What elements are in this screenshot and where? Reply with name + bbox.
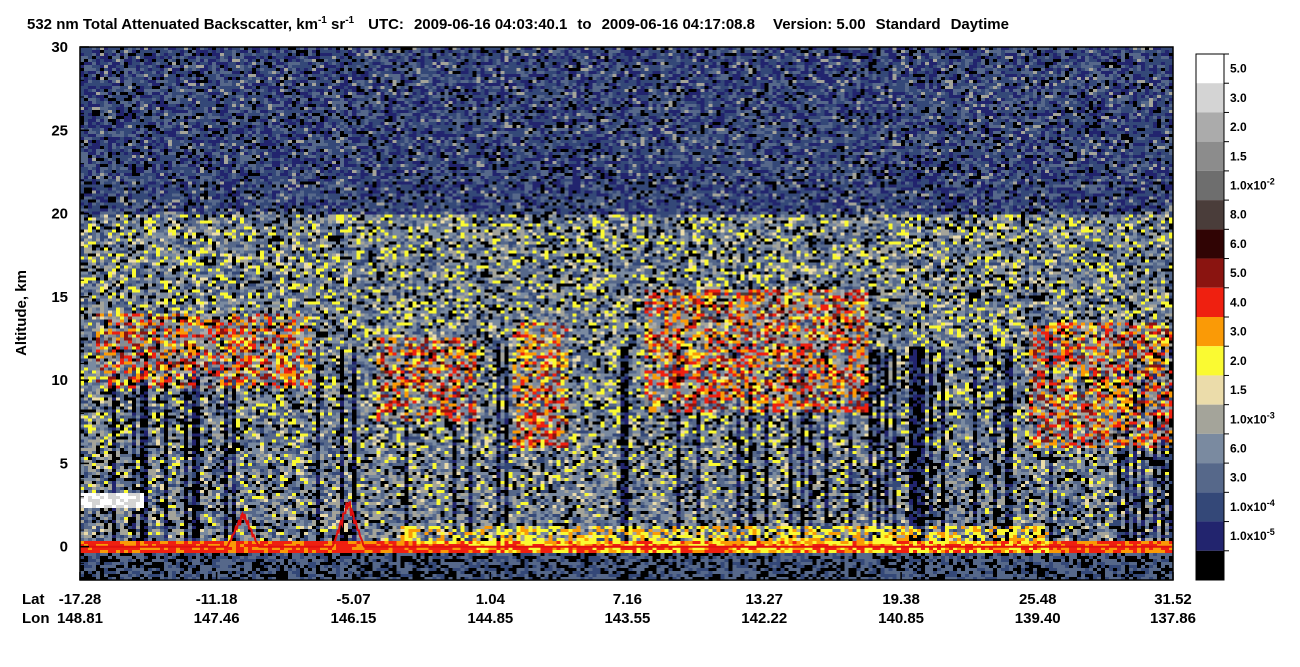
colorbar-label: 6.0 <box>1230 442 1247 456</box>
colorbar-swatch <box>1196 200 1224 230</box>
y-axis-label: Altitude, km <box>13 270 30 356</box>
colorbar-swatch <box>1196 492 1224 522</box>
y-tick-label: 30 <box>51 39 68 56</box>
lon-tick-label: 147.46 <box>194 610 240 627</box>
colorbar-label: 3.0 <box>1230 325 1247 339</box>
y-tick-label: 20 <box>51 206 68 223</box>
colorbar-swatch <box>1196 287 1224 317</box>
colorbar-swatch <box>1196 229 1224 259</box>
colorbar-label: 1.0x10-2 <box>1230 177 1275 193</box>
colorbar-swatch <box>1196 433 1224 464</box>
lat-tick-label: 25.48 <box>1019 591 1057 608</box>
colorbar-swatch <box>1196 83 1224 113</box>
colorbar-label: 3.0 <box>1230 471 1247 485</box>
backscatter-curtain <box>80 47 1173 580</box>
lat-tick-label: 1.04 <box>476 591 506 608</box>
lon-tick-label: 146.15 <box>331 610 377 627</box>
colorbar-swatch <box>1196 404 1224 434</box>
colorbar-label: 2.0 <box>1230 354 1247 368</box>
colorbar-swatch <box>1196 521 1224 551</box>
colorbar-frame <box>1195 53 1225 581</box>
y-tick-label: 25 <box>51 122 68 139</box>
colorbar-swatch <box>1196 170 1224 201</box>
y-tick-label: 0 <box>60 539 68 556</box>
colorbar: 5.0 3.0 2.0 1.5 1.0x10-2 8.0 6.0 5.0 4.0 3.0 2.0 1.… <box>1195 53 1275 581</box>
colorbar-label: 1.0x10-4 <box>1230 498 1275 514</box>
y-tick-label: 15 <box>51 289 68 306</box>
lat-tick-label: -11.18 <box>196 591 238 608</box>
colorbar-swatch <box>1196 463 1224 493</box>
lat-tick-label: -5.07 <box>336 591 370 608</box>
lon-tick-label: 142.22 <box>741 610 787 627</box>
lon-tick-label: 139.40 <box>1015 610 1061 627</box>
colorbar-swatch <box>1196 317 1224 347</box>
colorbar-label: 8.0 <box>1230 208 1247 222</box>
colorbar-swatch <box>1196 346 1224 376</box>
colorbar-label: 1.5 <box>1230 149 1247 163</box>
colorbar-label: 1.5 <box>1230 383 1247 397</box>
curtain-plot <box>80 47 1173 580</box>
y-axis: 0 5 10 15 20 25 30 <box>51 39 89 581</box>
colorbar-swatch <box>1196 141 1224 171</box>
lat-row-label: Lat <box>22 591 45 608</box>
lon-tick-label: 140.85 <box>878 610 924 627</box>
colorbar-label: 5.0 <box>1230 62 1247 76</box>
lat-tick-label: 19.38 <box>882 591 920 608</box>
lat-tick-label: 31.52 <box>1154 591 1192 608</box>
colorbar-label: 6.0 <box>1230 237 1247 251</box>
lat-tick-label: -17.28 <box>59 591 102 608</box>
lon-tick-label: 143.55 <box>604 610 650 627</box>
lon-row-label: Lon <box>22 610 50 627</box>
colorbar-label: 3.0 <box>1230 91 1247 105</box>
chart-title: 532 nm Total Attenuated Backscatter, km-… <box>27 15 1009 33</box>
surface-elevation-line <box>80 500 1172 548</box>
lon-tick-label: 137.86 <box>1150 610 1196 627</box>
colorbar-swatch <box>1196 258 1224 288</box>
lon-tick-label: 148.81 <box>57 610 103 627</box>
colorbar-label: 1.0x10-5 <box>1230 527 1275 543</box>
lat-tick-label: 7.16 <box>613 591 642 608</box>
y-tick-label: 10 <box>51 372 68 389</box>
colorbar-label: 4.0 <box>1230 295 1247 309</box>
colorbar-swatch <box>1196 375 1224 405</box>
colorbar-label: 1.0x10-3 <box>1230 410 1275 426</box>
lat-tick-label: 13.27 <box>745 591 783 608</box>
colorbar-label: 5.0 <box>1230 266 1247 280</box>
x-axis: -17.28 148.81 -11.18 147.46 -5.07 146.15 1.04 1… <box>57 572 1196 627</box>
colorbar-label: 2.0 <box>1230 120 1247 134</box>
y-tick-label: 5 <box>60 455 68 472</box>
colorbar-swatch <box>1196 550 1224 580</box>
colorbar-swatch <box>1196 112 1224 142</box>
colorbar-swatch <box>1196 54 1224 84</box>
lon-tick-label: 144.85 <box>467 610 513 627</box>
